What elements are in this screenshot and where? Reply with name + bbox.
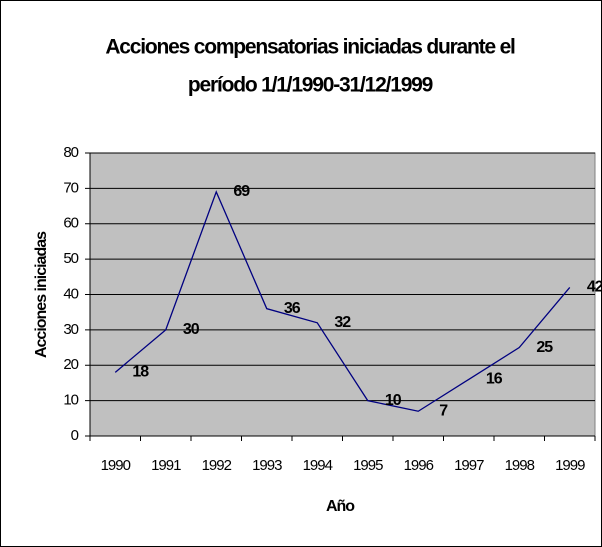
data-label: 7 xyxy=(439,402,448,419)
x-tick-label: 1997 xyxy=(454,457,484,474)
x-tick-label: 1990 xyxy=(101,457,131,474)
data-label: 42 xyxy=(587,279,602,296)
data-label: 36 xyxy=(284,300,301,317)
y-tick-label: 80 xyxy=(63,144,78,161)
y-tick-label: 40 xyxy=(63,285,78,302)
data-label: 16 xyxy=(486,371,503,388)
x-tick-label: 1994 xyxy=(303,457,333,474)
y-axis-label: Acciones iniciadas xyxy=(33,231,50,358)
y-tick-label: 60 xyxy=(63,215,78,232)
x-tick-label: 1996 xyxy=(404,457,434,474)
y-tick-label: 50 xyxy=(63,250,78,267)
y-tick-label: 0 xyxy=(71,427,79,444)
data-label: 69 xyxy=(233,183,250,200)
x-tick-label: 1998 xyxy=(505,457,535,474)
chart-title: período 1/1/1990-31/12/1999 xyxy=(188,74,433,97)
data-label: 30 xyxy=(183,321,200,338)
x-tick-label: 1995 xyxy=(353,457,383,474)
y-tick-label: 10 xyxy=(63,392,78,409)
x-tick-label: 1991 xyxy=(151,457,181,474)
data-label: 10 xyxy=(385,392,402,409)
x-axis-label: Año xyxy=(326,498,355,515)
chart-title: Acciones compensatorias iniciadas durant… xyxy=(105,36,515,59)
y-tick-label: 20 xyxy=(63,356,78,373)
x-tick-label: 1993 xyxy=(252,457,282,474)
data-label: 32 xyxy=(334,314,351,331)
data-label: 25 xyxy=(536,339,553,356)
data-line xyxy=(114,190,571,412)
x-tick-label: 1999 xyxy=(555,457,585,474)
y-tick-label: 30 xyxy=(63,321,78,338)
x-tick-label: 1992 xyxy=(202,457,232,474)
y-tick-label: 70 xyxy=(63,179,78,196)
data-label: 18 xyxy=(132,364,149,381)
